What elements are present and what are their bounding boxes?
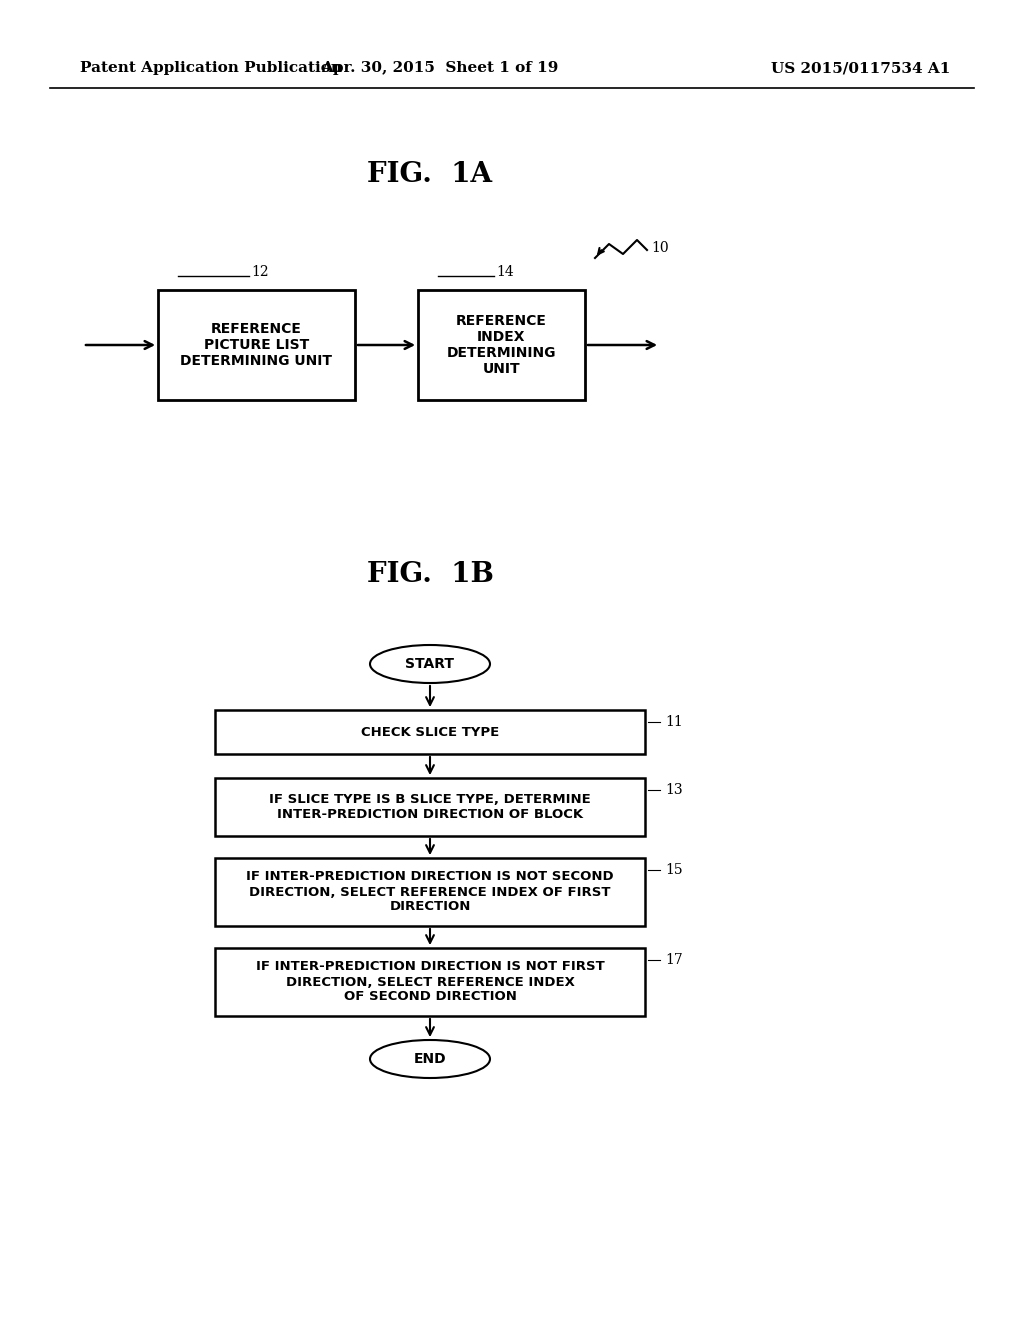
Text: Patent Application Publication: Patent Application Publication bbox=[80, 61, 342, 75]
Text: 12: 12 bbox=[252, 265, 269, 279]
Text: FIG.  1A: FIG. 1A bbox=[368, 161, 493, 189]
Text: START: START bbox=[406, 657, 455, 671]
Ellipse shape bbox=[370, 645, 490, 682]
Bar bbox=[418, 290, 585, 400]
Text: 11: 11 bbox=[665, 715, 683, 729]
Bar bbox=[215, 858, 645, 927]
Text: 15: 15 bbox=[665, 863, 683, 876]
Bar bbox=[215, 777, 645, 836]
Bar bbox=[158, 290, 355, 400]
Text: 17: 17 bbox=[665, 953, 683, 968]
Text: FIG.  1B: FIG. 1B bbox=[367, 561, 494, 589]
Text: REFERENCE
INDEX
DETERMINING
UNIT: REFERENCE INDEX DETERMINING UNIT bbox=[446, 314, 556, 376]
Ellipse shape bbox=[370, 1040, 490, 1078]
Text: IF INTER-PREDICTION DIRECTION IS NOT FIRST
DIRECTION, SELECT REFERENCE INDEX
OF : IF INTER-PREDICTION DIRECTION IS NOT FIR… bbox=[256, 961, 604, 1003]
Bar bbox=[215, 948, 645, 1016]
Text: END: END bbox=[414, 1052, 446, 1067]
Bar bbox=[215, 710, 645, 754]
Text: 14: 14 bbox=[497, 265, 514, 279]
Text: CHECK SLICE TYPE: CHECK SLICE TYPE bbox=[360, 726, 499, 738]
Text: 13: 13 bbox=[665, 783, 683, 797]
Text: Apr. 30, 2015  Sheet 1 of 19: Apr. 30, 2015 Sheet 1 of 19 bbox=[322, 61, 559, 75]
Text: IF SLICE TYPE IS B SLICE TYPE, DETERMINE
INTER-PREDICTION DIRECTION OF BLOCK: IF SLICE TYPE IS B SLICE TYPE, DETERMINE… bbox=[269, 793, 591, 821]
Text: 10: 10 bbox=[651, 242, 669, 255]
Text: IF INTER-PREDICTION DIRECTION IS NOT SECOND
DIRECTION, SELECT REFERENCE INDEX OF: IF INTER-PREDICTION DIRECTION IS NOT SEC… bbox=[246, 870, 613, 913]
Text: REFERENCE
PICTURE LIST
DETERMINING UNIT: REFERENCE PICTURE LIST DETERMINING UNIT bbox=[180, 322, 333, 368]
Text: US 2015/0117534 A1: US 2015/0117534 A1 bbox=[771, 61, 950, 75]
